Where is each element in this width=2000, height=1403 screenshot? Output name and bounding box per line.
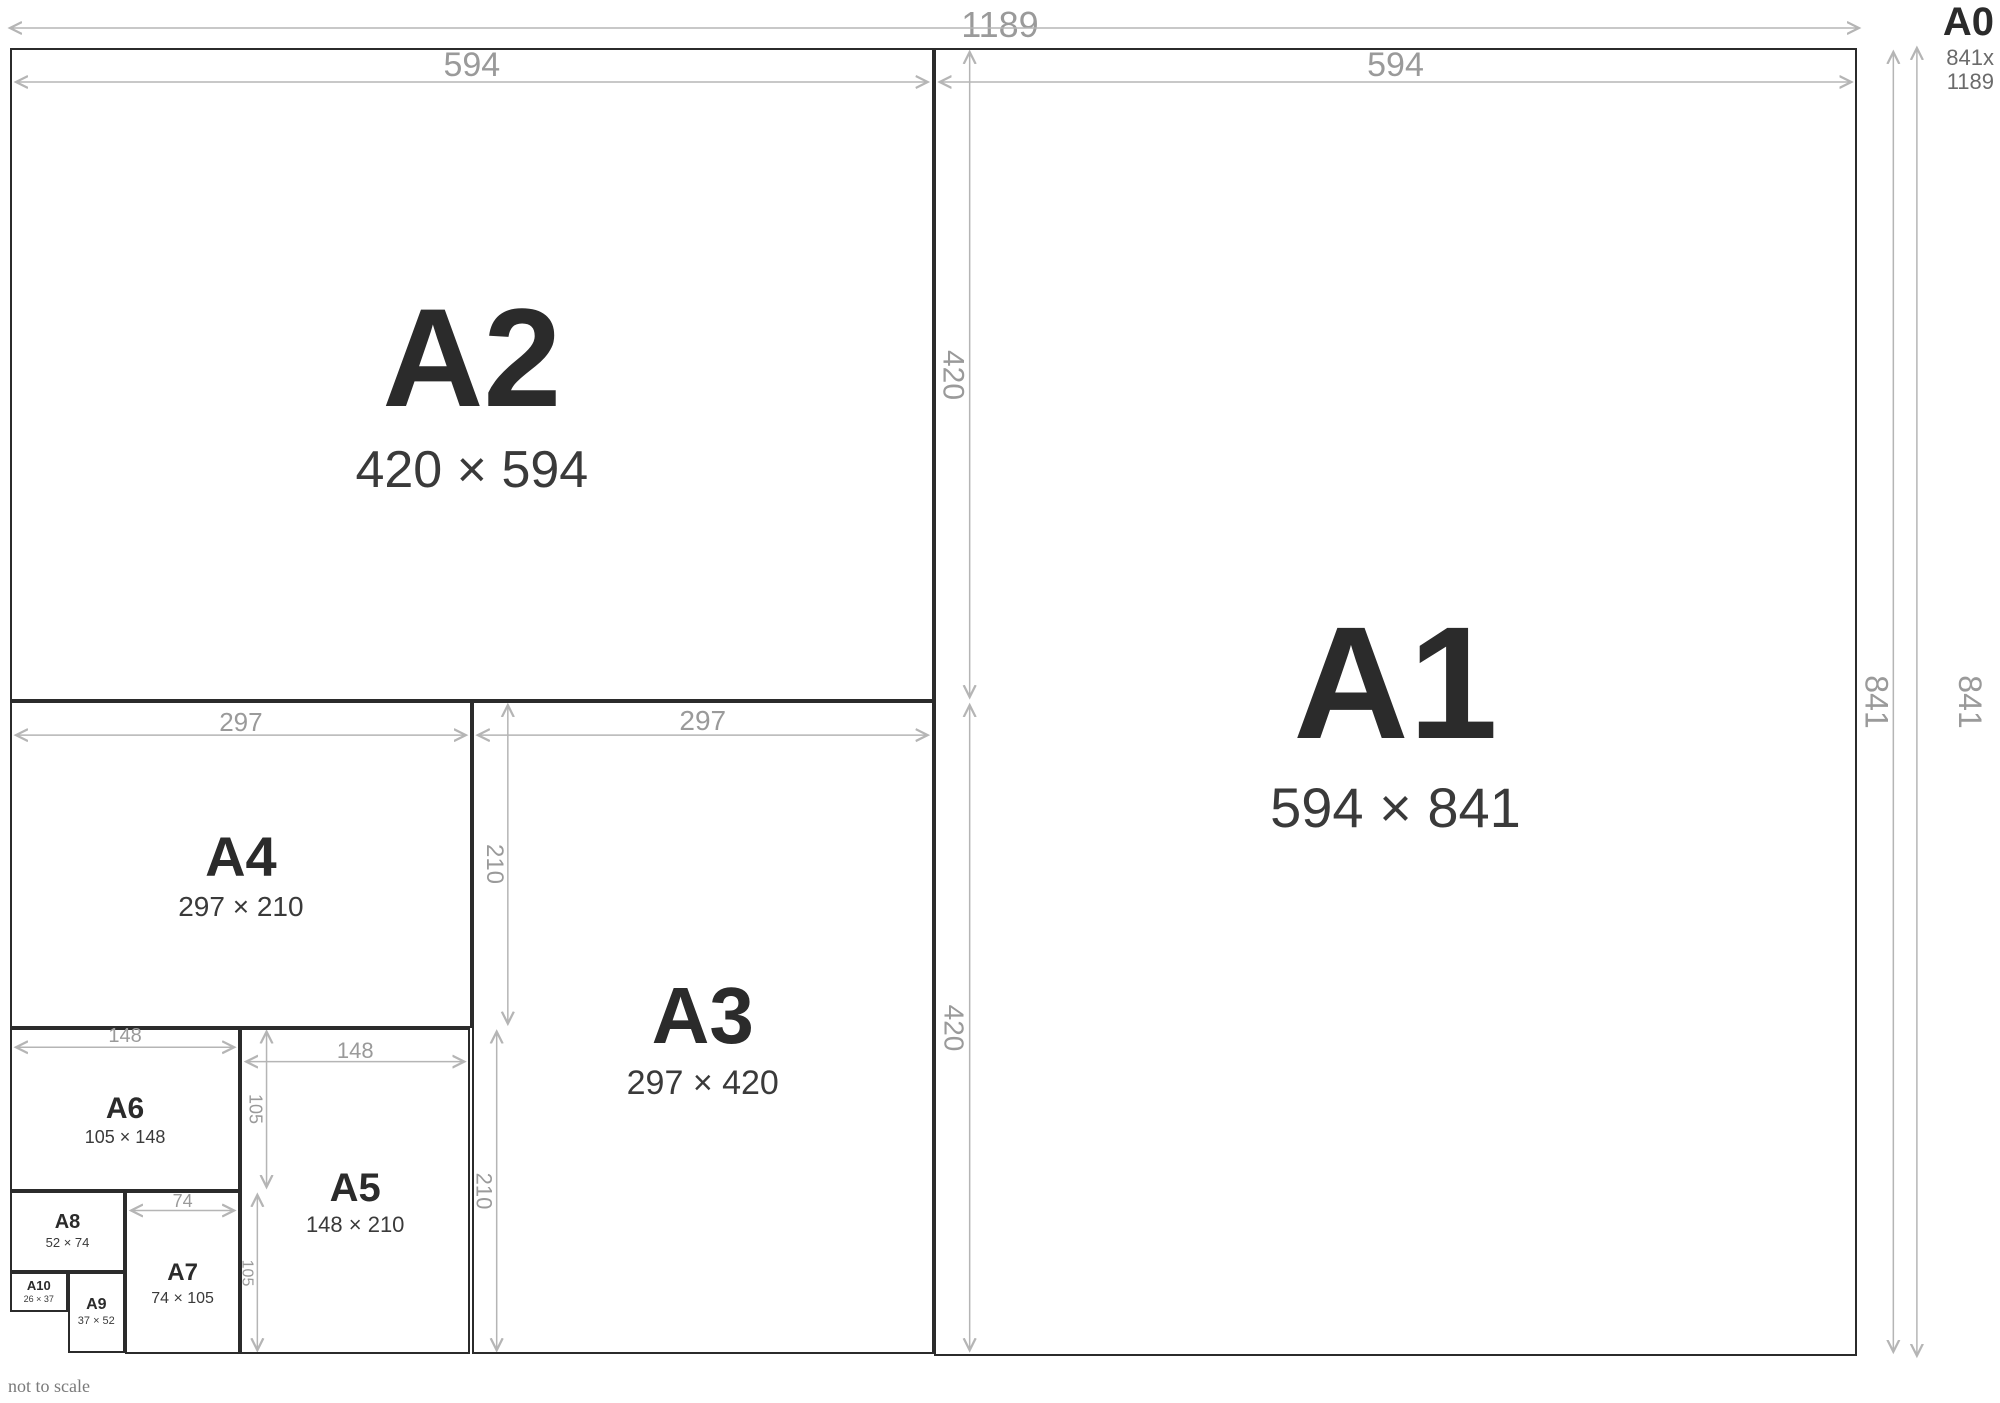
dim-right-a6: 105 <box>245 1094 266 1124</box>
sheet-title: A8 <box>55 1212 81 1232</box>
dim-top-a1: 594 <box>1367 46 1424 85</box>
sheet-dims: 594 × 841 <box>1270 774 1521 841</box>
sheet-title: A5 <box>330 1168 381 1208</box>
sheet-a6: A6 105 × 148 <box>10 1028 240 1191</box>
sheet-a4: A4 297 × 210 <box>10 701 472 1028</box>
dim-top-a4: 297 <box>219 707 262 738</box>
sheet-dims: 52 × 74 <box>46 1235 90 1251</box>
sheet-a7: A7 74 × 105 <box>125 1191 240 1354</box>
sheet-a1: A1 594 × 841 <box>934 48 1858 1356</box>
sheet-title: A1 <box>1293 603 1498 763</box>
dim-right-a7: 105 <box>237 1259 255 1286</box>
dim-top-a3: 297 <box>679 705 726 737</box>
sheet-dims: 420 × 594 <box>355 439 588 501</box>
sheet-dims: 37 × 52 <box>78 1315 115 1328</box>
dim-right-a4: 210 <box>480 844 508 884</box>
dim-right-a5: 210 <box>471 1173 497 1210</box>
sheet-a9: A9 37 × 52 <box>68 1272 126 1353</box>
a0-label: A0 <box>1943 0 1994 45</box>
sheet-dims: 297 × 420 <box>627 1063 779 1104</box>
sheet-a2: A2 420 × 594 <box>10 48 934 701</box>
sheet-a3: A3 297 × 420 <box>472 701 934 1354</box>
sheet-dims: 74 × 105 <box>151 1289 214 1308</box>
sheet-title: A6 <box>106 1094 144 1124</box>
sheet-dims: 105 × 148 <box>85 1127 166 1149</box>
sheet-title: A10 <box>27 1279 51 1292</box>
sheet-a5: A5 148 × 210 <box>240 1028 470 1355</box>
dim-top-a6: 148 <box>108 1025 141 1048</box>
sheet-title: A9 <box>86 1297 106 1313</box>
dim-right-a2: 420 <box>936 350 970 400</box>
sheet-dims: 297 × 210 <box>178 890 303 924</box>
dim-right-a1: 841 <box>1857 675 1894 728</box>
watermark-not-to-scale: not to scale <box>8 1376 90 1397</box>
sheet-title: A2 <box>382 288 561 428</box>
dim-right-a3: 420 <box>938 1004 970 1051</box>
paper-size-diagram: 1189 A0 841x 1189 841 A1 594 × 841 A2 420 ×… <box>0 0 2000 1403</box>
dim-top-a5: 148 <box>337 1038 374 1064</box>
dim-top-a2: 594 <box>443 46 500 85</box>
dim-top-a7: 74 <box>173 1191 193 1212</box>
sheet-title: A3 <box>652 976 754 1056</box>
dim-right-outer-841: 841 <box>1951 675 1988 728</box>
sheet-title: A7 <box>167 1261 198 1285</box>
sheet-dims: 26 × 37 <box>24 1294 54 1305</box>
sheet-a8: A8 52 × 74 <box>10 1191 125 1272</box>
sheet-dims: 148 × 210 <box>306 1212 404 1238</box>
sheet-a10: A10 26 × 37 <box>10 1272 68 1312</box>
a0-sublabel: 841x 1189 <box>1946 46 1994 94</box>
dim-top-1189: 1189 <box>961 4 1038 46</box>
sheet-title: A4 <box>205 829 277 885</box>
